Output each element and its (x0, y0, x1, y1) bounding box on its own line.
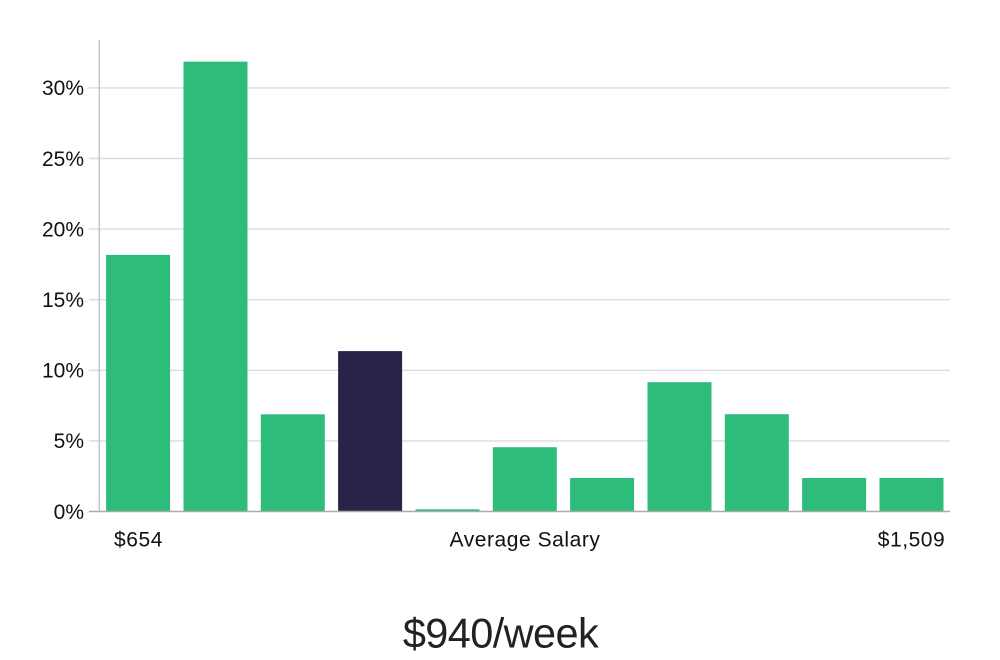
svg-text:15%: 15% (42, 289, 84, 312)
svg-text:0%: 0% (54, 501, 84, 524)
svg-text:30%: 30% (42, 77, 84, 100)
svg-text:$1,509: $1,509 (878, 529, 946, 552)
svg-text:$940/week: $940/week (403, 610, 599, 657)
svg-text:$654: $654 (114, 529, 163, 552)
svg-text:5%: 5% (54, 430, 84, 453)
svg-text:20%: 20% (42, 218, 84, 241)
svg-text:25%: 25% (42, 148, 84, 171)
svg-text:10%: 10% (42, 360, 84, 383)
svg-text:Average Salary: Average Salary (450, 529, 601, 552)
